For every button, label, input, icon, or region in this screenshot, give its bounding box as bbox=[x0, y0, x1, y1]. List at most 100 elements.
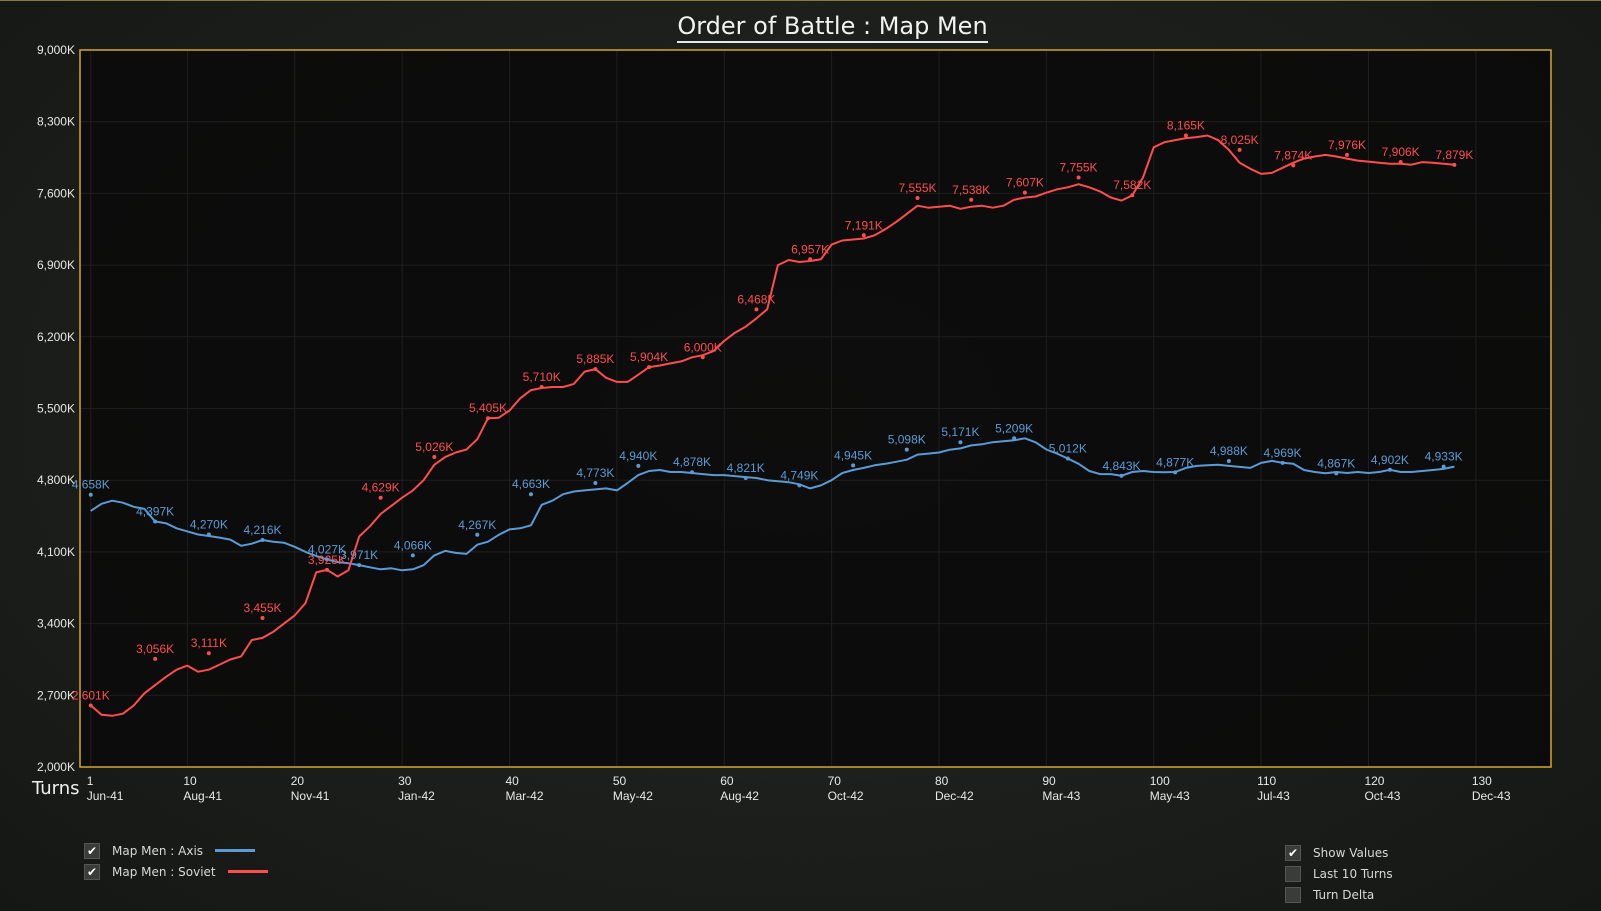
option-last-10-turns[interactable]: Last 10 Turns bbox=[1285, 863, 1393, 884]
chart-title-wrapper: Order of Battle : Map Men bbox=[0, 12, 1601, 43]
data-point bbox=[593, 367, 598, 372]
soviet-series-checkbox[interactable]: ✔ bbox=[84, 863, 100, 880]
data-label: 3,111K bbox=[191, 636, 227, 650]
data-label: 4,945K bbox=[834, 448, 872, 462]
check-icon: ✔ bbox=[1287, 845, 1299, 860]
data-label: 4,867K bbox=[1317, 456, 1355, 470]
x-tick-label: 70 bbox=[828, 774, 842, 788]
data-point bbox=[475, 532, 480, 537]
x-tick-label: 40 bbox=[505, 774, 519, 788]
x-tick-label: 30 bbox=[398, 774, 412, 788]
x-tick-label: 60 bbox=[720, 774, 734, 788]
data-label: 4,969K bbox=[1264, 446, 1302, 460]
data-point bbox=[700, 355, 705, 360]
data-point bbox=[1291, 163, 1296, 168]
data-label: 8,025K bbox=[1221, 133, 1259, 147]
data-point bbox=[378, 495, 383, 500]
legend-item-axis[interactable]: ✔ Map Men : Axis bbox=[84, 840, 268, 861]
data-point bbox=[206, 532, 211, 537]
show-values-checkbox[interactable]: ✔ bbox=[1285, 844, 1301, 861]
data-point bbox=[539, 384, 544, 389]
data-label: 4,933K bbox=[1425, 450, 1463, 464]
data-label: 5,405K bbox=[469, 401, 507, 415]
data-label: 4,878K bbox=[673, 455, 711, 469]
data-point bbox=[486, 416, 491, 421]
data-label: 4,066K bbox=[394, 538, 432, 552]
data-label: 4,773K bbox=[576, 466, 614, 480]
x-tick-date-label: Aug-42 bbox=[720, 789, 759, 803]
data-label: 3,455K bbox=[244, 601, 282, 615]
option-turn-delta[interactable]: Turn Delta bbox=[1285, 884, 1393, 905]
check-icon: ✔ bbox=[86, 864, 98, 879]
data-point bbox=[88, 492, 93, 497]
series-legend: ✔ Map Men : Axis ✔ Map Men : Soviet bbox=[84, 840, 268, 882]
data-label: 4,397K bbox=[136, 504, 174, 518]
x-axis-label: Turns bbox=[31, 778, 80, 799]
x-tick-label: 90 bbox=[1042, 774, 1056, 788]
data-point bbox=[410, 553, 415, 558]
data-point bbox=[861, 233, 866, 238]
data-point bbox=[1119, 473, 1124, 478]
data-label: 3,925K bbox=[308, 553, 346, 567]
legend-label-soviet: Map Men : Soviet bbox=[112, 864, 216, 879]
data-point bbox=[754, 307, 759, 312]
x-tick-label: 120 bbox=[1364, 774, 1384, 788]
data-point bbox=[1226, 458, 1231, 463]
data-point bbox=[1280, 460, 1285, 465]
data-label: 6,000K bbox=[684, 340, 722, 354]
data-point bbox=[593, 480, 598, 485]
legend-label-axis: Map Men : Axis bbox=[112, 843, 204, 858]
data-label: 6,468K bbox=[737, 292, 775, 306]
y-tick-label: 5,500K bbox=[37, 402, 75, 416]
data-label: 4,902K bbox=[1371, 453, 1409, 467]
data-label: 4,216K bbox=[244, 523, 282, 537]
data-label: 7,879K bbox=[1435, 148, 1473, 162]
data-label: 8,165K bbox=[1167, 119, 1205, 133]
x-tick-date-label: Mar-42 bbox=[505, 789, 543, 803]
data-label: 7,582K bbox=[1113, 178, 1151, 192]
y-tick-label: 7,600K bbox=[37, 186, 75, 200]
data-point bbox=[153, 656, 158, 661]
data-label: 2,601K bbox=[72, 688, 110, 702]
data-point bbox=[206, 651, 211, 656]
y-tick-label: 8,300K bbox=[37, 115, 75, 129]
data-label: 7,906K bbox=[1382, 145, 1420, 159]
x-tick-date-label: Dec-43 bbox=[1472, 789, 1511, 803]
data-point bbox=[647, 365, 652, 370]
data-point bbox=[528, 492, 533, 497]
data-point bbox=[1387, 467, 1392, 472]
data-label: 4,270K bbox=[190, 517, 228, 531]
x-tick-date-label: Jun-41 bbox=[87, 789, 124, 803]
option-show-values[interactable]: ✔ Show Values bbox=[1285, 842, 1393, 863]
data-label: 4,877K bbox=[1156, 455, 1194, 469]
data-label: 7,607K bbox=[1006, 176, 1044, 190]
legend-item-soviet[interactable]: ✔ Map Men : Soviet bbox=[84, 861, 268, 882]
y-tick-label: 3,400K bbox=[37, 617, 75, 631]
last-10-turns-checkbox[interactable] bbox=[1285, 865, 1301, 882]
data-point bbox=[690, 470, 695, 475]
axis-series-checkbox[interactable]: ✔ bbox=[84, 842, 100, 859]
x-tick-date-label: Nov-41 bbox=[291, 789, 330, 803]
y-tick-label: 4,800K bbox=[37, 473, 75, 487]
data-point bbox=[88, 703, 93, 708]
data-point bbox=[636, 463, 641, 468]
y-tick-label: 6,200K bbox=[37, 330, 75, 344]
data-label: 6,957K bbox=[791, 242, 829, 256]
data-label: 3,056K bbox=[136, 642, 174, 656]
data-label: 5,026K bbox=[415, 440, 453, 454]
data-point bbox=[1012, 436, 1017, 441]
x-tick-date-label: Aug-41 bbox=[183, 789, 222, 803]
data-point bbox=[958, 440, 963, 445]
x-tick-date-label: May-43 bbox=[1150, 789, 1190, 803]
data-label: 5,710K bbox=[523, 370, 561, 384]
data-label: 4,843K bbox=[1102, 459, 1140, 473]
data-point bbox=[1237, 147, 1242, 152]
x-tick-label: 1 bbox=[87, 774, 94, 788]
y-tick-label: 9,000K bbox=[37, 43, 75, 57]
data-label: 7,874K bbox=[1274, 148, 1312, 162]
turn-delta-checkbox[interactable] bbox=[1285, 886, 1301, 903]
x-tick-date-label: Oct-43 bbox=[1364, 789, 1400, 803]
data-label: 4,267K bbox=[458, 518, 496, 532]
data-point bbox=[1334, 471, 1339, 476]
